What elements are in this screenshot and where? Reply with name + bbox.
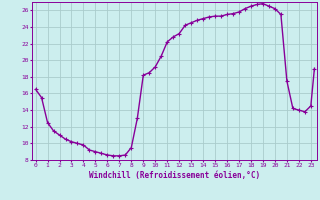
X-axis label: Windchill (Refroidissement éolien,°C): Windchill (Refroidissement éolien,°C) [89, 171, 260, 180]
